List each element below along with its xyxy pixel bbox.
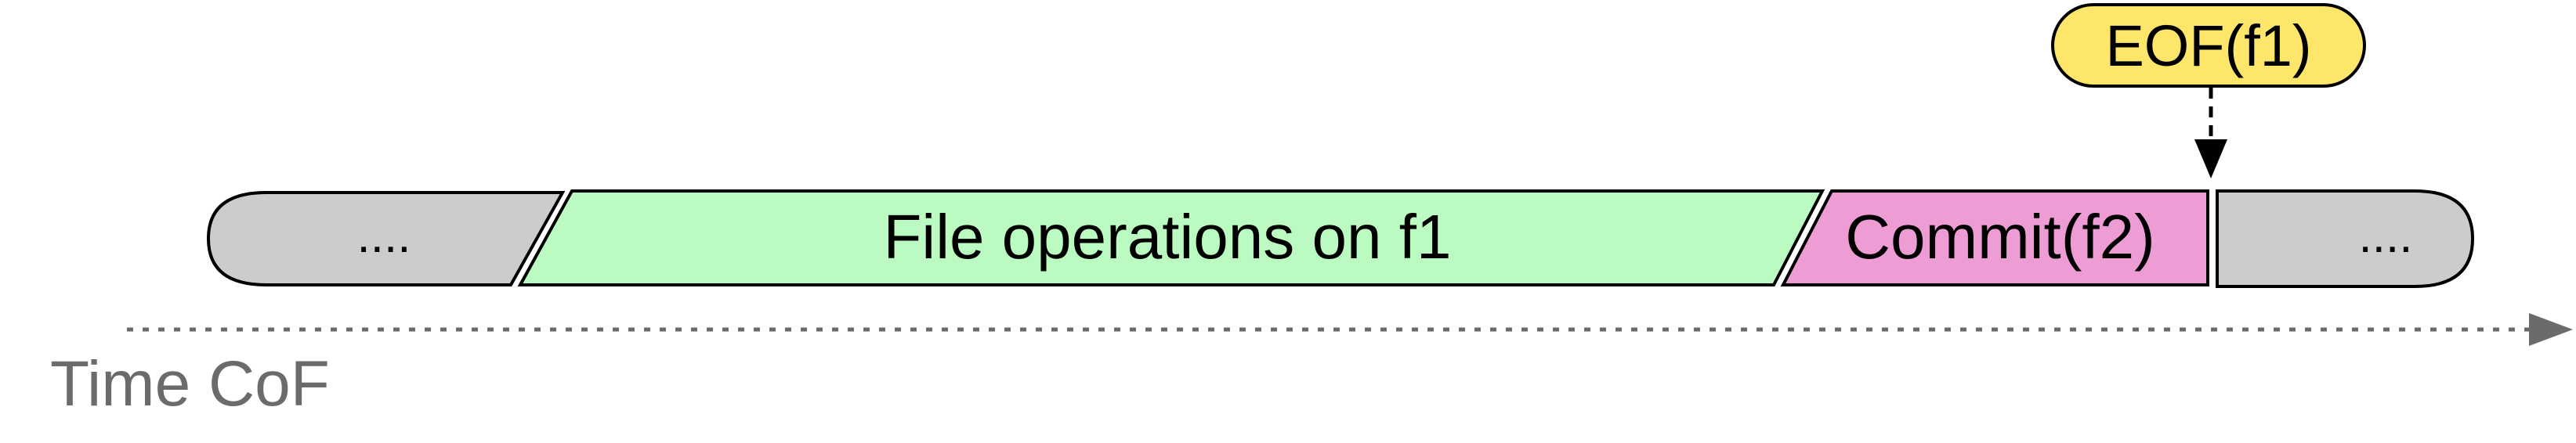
- time-axis-label: Time CoF: [50, 348, 330, 420]
- segment-label-commit: Commit(f2): [1845, 202, 2155, 272]
- event-marker-label: EOF(f1): [2105, 13, 2311, 78]
- segment-shape-commit: [1780, 189, 2209, 286]
- event-connector-arrowhead: [2194, 139, 2227, 178]
- segment-shape-file-operations: [517, 189, 1825, 286]
- segment-label-file-operations: File operations on f1: [884, 202, 1452, 272]
- segment-label-right: ....: [2359, 209, 2413, 263]
- segment-label-left: ....: [357, 209, 411, 263]
- segment-shape-right: [2216, 189, 2475, 288]
- event-marker-eof: [2051, 3, 2366, 88]
- time-axis-arrowhead: [2529, 313, 2573, 346]
- segment-shape-left: [206, 191, 566, 286]
